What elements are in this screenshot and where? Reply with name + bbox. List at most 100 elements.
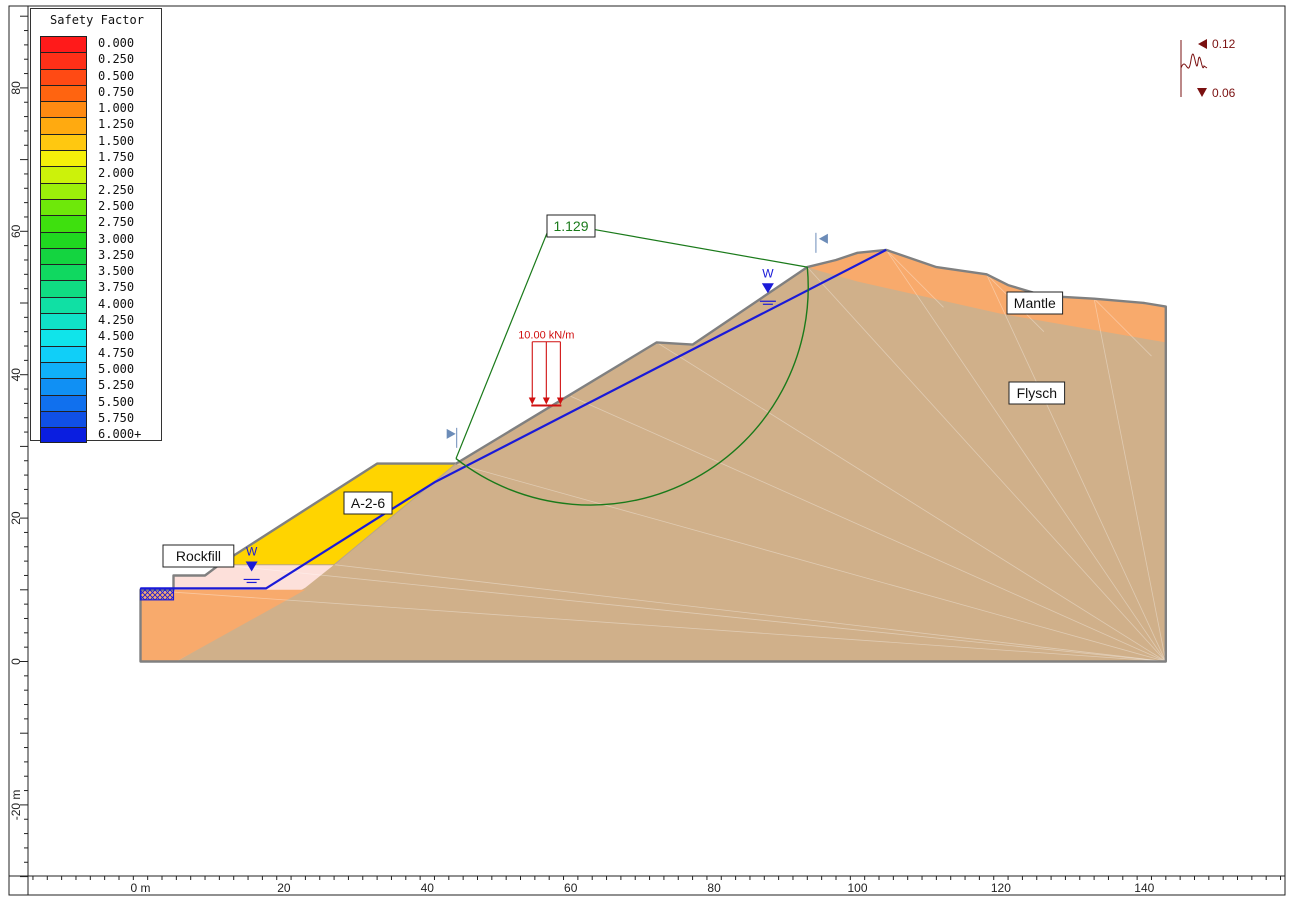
legend-value: 3.250 — [98, 247, 135, 262]
y-axis-tick-label: 80 — [9, 81, 23, 95]
legend-value: 6.000+ — [98, 427, 142, 442]
legend-value: 4.000 — [98, 296, 135, 311]
seismic-load-indicator: 0.12 0.06 — [1180, 37, 1236, 100]
x-axis-tick-label: 20 — [277, 881, 291, 895]
legend-entries: 0.000 0.250 0.500 0.750 1.000 1.250 1.500 1.750… — [40, 36, 160, 444]
material-label-rockfill: Rockfill — [162, 544, 235, 568]
slip-surface — [455, 267, 809, 506]
legend-value: 5.000 — [98, 361, 135, 376]
legend-entry: 2.250 — [40, 182, 160, 199]
model-boundary — [139, 248, 1168, 663]
legend-value: 5.250 — [98, 378, 135, 393]
legend-entry: 1.250 — [40, 117, 160, 134]
seismic-horizontal-arrow-icon — [1198, 39, 1207, 49]
model-geometry: W W 10.00 kN/m 0.12 0.06 — [139, 37, 1236, 663]
label-box — [1008, 381, 1066, 405]
mesh-line — [1093, 298, 1167, 662]
load-arrow-head-icon — [556, 397, 564, 405]
legend-swatch — [40, 280, 87, 297]
y-axis-tick-label: -20 m — [9, 790, 23, 821]
water-table-line — [140, 248, 887, 590]
water-triangle-icon — [245, 561, 258, 572]
legend-value: 2.000 — [98, 166, 135, 181]
legend-value: 0.500 — [98, 68, 135, 83]
slip-limit-arrow-icon — [818, 233, 828, 244]
legend-entry: 5.000 — [40, 361, 160, 379]
label-text: Rockfill — [176, 548, 221, 564]
legend-entry: 1.750 — [40, 150, 160, 167]
legend-entry: 4.250 — [40, 313, 160, 330]
material-label-flysch: Flysch — [1008, 381, 1066, 405]
x-axis-tick-label: 140 — [1134, 881, 1154, 895]
legend-value: 0.250 — [98, 52, 135, 67]
material-label-a26: A-2-6 — [343, 491, 393, 515]
legend-entry: 4.000 — [40, 296, 160, 314]
legend-value: 5.500 — [98, 394, 135, 409]
legend-entry: 3.500 — [40, 264, 160, 281]
legend-value: 3.000 — [98, 231, 135, 246]
legend-entry: 0.250 — [40, 52, 160, 69]
mesh-line — [807, 266, 1167, 662]
y-axis-tick-label: 60 — [9, 224, 23, 238]
legend-swatch — [40, 247, 87, 265]
x-axis-tick-label: 60 — [564, 881, 578, 895]
x-axis-tick-label: 100 — [847, 881, 867, 895]
legend-swatch — [40, 101, 87, 118]
toe-band-lower — [140, 589, 306, 662]
water-label: W — [762, 266, 774, 280]
water-triangle-icon — [761, 283, 774, 294]
label-text: Mantle — [1014, 295, 1056, 311]
load-label: 10.00 kN/m — [518, 330, 574, 342]
legend-swatch — [40, 231, 87, 248]
legend-swatch — [40, 361, 87, 379]
legend-swatch — [40, 264, 87, 281]
legend-entry: 5.250 — [40, 378, 160, 395]
slip-limit-arrow-icon — [446, 428, 456, 439]
safety-factor-label: 1.129 — [546, 214, 596, 238]
legend-entry: 5.750 — [40, 410, 160, 428]
seismic-wave-icon — [1180, 40, 1208, 97]
legend-entry: 0.000 — [40, 36, 160, 53]
legend-entry: 2.750 — [40, 215, 160, 232]
mesh-line — [334, 564, 1166, 662]
mesh-line — [219, 564, 1166, 662]
seismic-vertical-value: 0.06 — [1212, 86, 1236, 100]
legend-swatch — [40, 198, 87, 216]
legend-value: 3.500 — [98, 264, 135, 279]
label-box — [343, 491, 393, 515]
legend-entry: 0.750 — [40, 84, 160, 102]
water-marker-left: W — [243, 544, 260, 584]
legend-swatch — [40, 313, 87, 330]
legend-value: 4.500 — [98, 329, 135, 344]
legend-title: Safety Factor — [50, 13, 144, 27]
y-axis-tick-label: 0 — [9, 658, 23, 665]
legend-entry: 2.500 — [40, 198, 160, 216]
legend-entry: 3.000 — [40, 231, 160, 248]
load-arrow-head-icon — [542, 397, 550, 405]
seismic-vertical-arrow-icon — [1197, 88, 1207, 97]
distributed-load: 10.00 kN/m — [518, 330, 574, 407]
label-box — [1006, 291, 1064, 315]
legend-entry: 5.500 — [40, 394, 160, 411]
x-axis-tick-label: 80 — [707, 881, 721, 895]
legend-swatch — [40, 52, 87, 69]
x-axis-tick-label: 0 m — [130, 881, 150, 895]
legend-entry: 4.750 — [40, 345, 160, 362]
slip-radius-left — [455, 227, 550, 459]
y-axis-tick-label: 20 — [9, 511, 23, 525]
slip-limit-left — [446, 427, 458, 448]
toe-support-box — [139, 587, 175, 601]
water-label: W — [246, 544, 258, 558]
legend-entry: 6.000+ — [40, 427, 160, 444]
legend-entry: 2.000 — [40, 166, 160, 183]
legend-value: 0.750 — [98, 84, 135, 99]
safety-factor-legend: Safety Factor 0.000 0.250 0.500 0.750 1.000 1… — [30, 8, 162, 444]
label-text: A-2-6 — [351, 495, 385, 511]
legend-swatch — [40, 410, 87, 428]
legend-swatch — [40, 427, 87, 444]
y-axis-tick-label: 40 — [9, 368, 23, 382]
legend-swatch — [40, 166, 87, 183]
a26-region — [219, 463, 456, 565]
label-box — [546, 214, 596, 238]
